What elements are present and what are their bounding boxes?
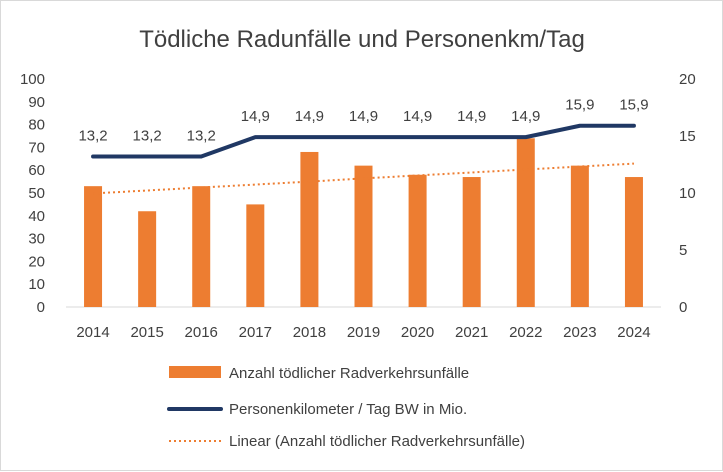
legend-label-trend: Linear (Anzahl tödlicher Radverkehrsunfä… (229, 433, 525, 450)
left-tick-label: 80 (28, 117, 45, 134)
x-tick-label: 2017 (239, 324, 272, 341)
legend: Anzahl tödlicher Radverkehrsunfälle Perso… (167, 365, 525, 450)
bar (462, 177, 481, 307)
x-tick-label: 2015 (130, 324, 163, 341)
line-data-label: 13,2 (78, 128, 107, 145)
x-tick-label: 2020 (401, 324, 434, 341)
x-tick-label: 2023 (563, 324, 596, 341)
bar (408, 174, 427, 307)
left-tick-label: 100 (20, 71, 45, 88)
bar (624, 177, 643, 307)
bar (570, 165, 589, 307)
line-data-label: 14,9 (403, 108, 432, 125)
left-tick-label: 70 (28, 139, 45, 156)
trendline (92, 162, 635, 195)
bar (138, 211, 157, 307)
bar (354, 165, 373, 307)
left-tick-label: 50 (28, 185, 45, 202)
x-tick-label: 2021 (455, 324, 488, 341)
left-tick-label: 0 (37, 299, 45, 316)
left-tick-label: 20 (28, 253, 45, 270)
line-data-label: 13,2 (133, 128, 162, 145)
right-tick-label: 5 (679, 242, 687, 259)
line-data-labels: 13,2 13,2 13,2 14,9 14,9 14,9 14,9 14,9 14,9 15,9… (78, 97, 648, 145)
x-tick-label: 2024 (617, 324, 650, 341)
bar (192, 186, 211, 307)
x-tick-label: 2016 (185, 324, 218, 341)
left-axis-ticks: 0 10 20 30 40 50 60 70 80 90 100 (20, 71, 45, 316)
line-data-label: 13,2 (187, 128, 216, 145)
x-axis-ticks: 2014 2015 2016 2017 2018 2019 2020 2021 2022 2023… (76, 324, 650, 341)
bar (300, 151, 319, 307)
line-data-label: 14,9 (511, 108, 540, 125)
line-data-label: 14,9 (295, 108, 324, 125)
line-data-label: 14,9 (349, 108, 378, 125)
chart-title: Tödliche Radunfälle und Personenkm/Tag (139, 26, 585, 53)
legend-swatch-bars (169, 366, 221, 378)
bar (516, 138, 535, 307)
right-tick-label: 0 (679, 299, 687, 316)
trendline-series (92, 162, 635, 195)
left-tick-label: 40 (28, 208, 45, 225)
left-tick-label: 30 (28, 231, 45, 248)
legend-label-line: Personenkilometer / Tag BW in Mio. (229, 401, 467, 418)
x-tick-label: 2014 (76, 324, 109, 341)
bar-series (84, 138, 643, 307)
right-tick-label: 20 (679, 71, 696, 88)
legend-label-bars: Anzahl tödlicher Radverkehrsunfälle (229, 365, 469, 382)
line-data-label: 14,9 (457, 108, 486, 125)
x-tick-label: 2019 (347, 324, 380, 341)
x-tick-label: 2018 (293, 324, 326, 341)
bar (84, 186, 103, 307)
right-tick-label: 10 (679, 185, 696, 202)
line (91, 123, 636, 159)
left-tick-label: 90 (28, 94, 45, 111)
line-data-label: 15,9 (619, 97, 648, 114)
right-axis-ticks: 0 5 10 15 20 (679, 71, 696, 316)
right-tick-label: 15 (679, 128, 696, 145)
line-data-label: 14,9 (241, 108, 270, 125)
left-tick-label: 60 (28, 162, 45, 179)
line-series (91, 123, 636, 159)
left-tick-label: 10 (28, 276, 45, 293)
bar (246, 204, 265, 307)
x-tick-label: 2022 (509, 324, 542, 341)
line-data-label: 15,9 (565, 97, 594, 114)
